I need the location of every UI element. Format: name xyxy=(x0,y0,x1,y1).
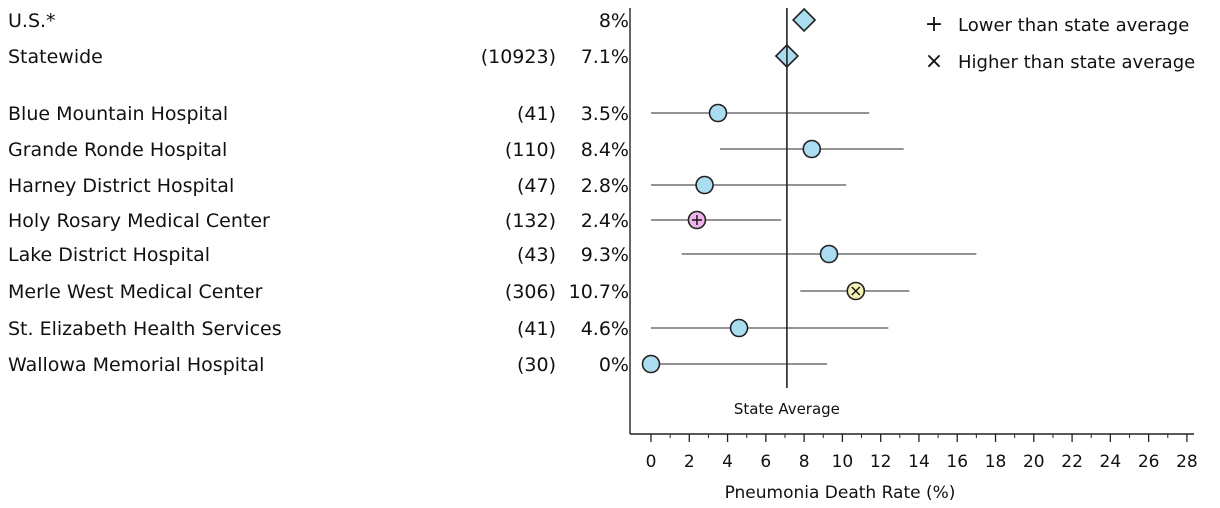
row-percent: 7.1% xyxy=(581,46,629,68)
x-tick-label: 20 xyxy=(1023,452,1045,472)
x-tick-label: 28 xyxy=(1176,452,1198,472)
chart-row: U.S.* 8% xyxy=(8,7,817,33)
row-label: St. Elizabeth Health Services xyxy=(8,318,282,340)
data-point xyxy=(819,244,839,264)
data-point xyxy=(802,139,822,159)
chart-row: Wallowa Memorial Hospital (30) 0% xyxy=(8,354,828,376)
x-tick-label: 4 xyxy=(722,452,733,472)
x-tick-label: 0 xyxy=(646,452,657,472)
row-percent: 9.3% xyxy=(581,244,629,266)
row-percent: 8.4% xyxy=(581,139,629,161)
row-percent: 8% xyxy=(599,10,629,32)
chart-row: Statewide (10923) 7.1% xyxy=(8,43,800,69)
x-tick-label: 8 xyxy=(799,452,810,472)
x-tick-label: 6 xyxy=(760,452,771,472)
row-percent: 2.8% xyxy=(581,175,629,197)
row-count: (47) xyxy=(517,175,556,197)
chart-row: Grande Ronde Hospital (110) 8.4% xyxy=(8,139,904,161)
row-count: (132) xyxy=(505,210,556,232)
x-tick-label: 2 xyxy=(684,452,695,472)
row-count: (30) xyxy=(517,354,556,376)
row-count: (306) xyxy=(505,281,556,303)
data-point xyxy=(695,175,714,195)
row-count: (110) xyxy=(505,139,556,161)
row-percent: 2.4% xyxy=(581,210,629,232)
x-tick-label: 22 xyxy=(1061,452,1083,472)
state-average-label: State Average xyxy=(734,400,840,418)
legend-lower-icon: + xyxy=(925,12,943,37)
row-count: (10923) xyxy=(481,46,556,68)
x-tick-label: 18 xyxy=(985,452,1007,472)
chart-row: Lake District Hospital (43) 9.3% xyxy=(8,244,977,266)
x-axis-title: Pneumonia Death Rate (%) xyxy=(725,483,956,503)
chart-row: Merle West Medical Center (306) 10.7% xyxy=(8,281,910,303)
row-label: U.S.* xyxy=(8,10,56,32)
row-label: Grande Ronde Hospital xyxy=(8,139,227,161)
x-tick-label: 16 xyxy=(946,452,968,472)
x-tick-label: 12 xyxy=(870,452,892,472)
row-label: Statewide xyxy=(8,46,103,68)
legend-higher-icon: × xyxy=(925,49,943,74)
row-label: Wallowa Memorial Hospital xyxy=(8,354,264,376)
chart-row: St. Elizabeth Health Services (41) 4.6% xyxy=(8,318,889,340)
row-label: Blue Mountain Hospital xyxy=(8,103,228,125)
data-point xyxy=(729,318,749,338)
row-count: (41) xyxy=(517,318,556,340)
data-point xyxy=(708,103,728,123)
row-percent: 3.5% xyxy=(581,103,629,125)
row-count: (41) xyxy=(517,103,556,125)
x-tick-label: 10 xyxy=(832,452,854,472)
data-point xyxy=(641,354,661,374)
higher-marker-icon xyxy=(851,286,861,296)
chart-row: Harney District Hospital (47) 2.8% xyxy=(8,175,847,197)
row-count: (43) xyxy=(517,244,556,266)
row-label: Merle West Medical Center xyxy=(8,281,263,303)
lower-marker-icon xyxy=(691,215,702,225)
chart-row: Holy Rosary Medical Center (132) 2.4% xyxy=(8,210,782,232)
chart-row: Blue Mountain Hospital (41) 3.5% xyxy=(8,103,870,125)
x-tick-label: 24 xyxy=(1100,452,1122,472)
row-percent: 10.7% xyxy=(569,281,629,303)
row-label: Lake District Hospital xyxy=(8,244,210,266)
legend-label: Higher than state average xyxy=(958,52,1195,73)
legend-label: Lower than state average xyxy=(958,15,1189,36)
data-point-diamond xyxy=(791,7,817,33)
x-tick-label: 14 xyxy=(908,452,930,472)
row-label: Holy Rosary Medical Center xyxy=(8,210,270,232)
row-label: Harney District Hospital xyxy=(8,175,234,197)
row-percent: 0% xyxy=(599,354,629,376)
row-percent: 4.6% xyxy=(581,318,629,340)
x-tick-label: 26 xyxy=(1138,452,1160,472)
